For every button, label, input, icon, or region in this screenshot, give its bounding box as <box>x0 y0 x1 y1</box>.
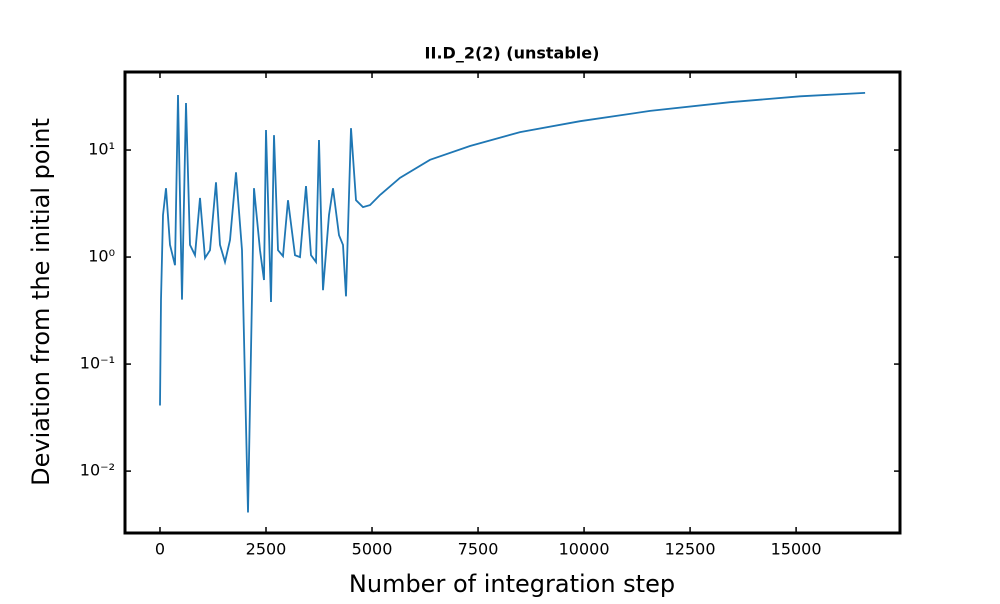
x-tick-label: 0 <box>155 540 165 559</box>
x-tick-label: 2500 <box>246 540 287 559</box>
y-axis-label: Deviation from the initial point <box>27 118 55 486</box>
x-tick-label: 7500 <box>458 540 499 559</box>
x-tick-label: 5000 <box>352 540 393 559</box>
y-tick-label: 10⁻¹ <box>80 354 115 373</box>
plot-frame <box>123 70 902 535</box>
y-tick-label: 10¹ <box>88 140 115 159</box>
x-tick-label: 12500 <box>665 540 716 559</box>
x-tick-label: 10000 <box>559 540 610 559</box>
data-line <box>159 92 866 513</box>
x-tick-label: 15000 <box>771 540 822 559</box>
y-tick-label: 10⁰ <box>88 247 115 266</box>
chart-title: II.D_2(2) (unstable) <box>425 44 600 63</box>
y-tick-label: 10⁻² <box>80 461 115 480</box>
x-axis-label: Number of integration step <box>349 570 675 598</box>
